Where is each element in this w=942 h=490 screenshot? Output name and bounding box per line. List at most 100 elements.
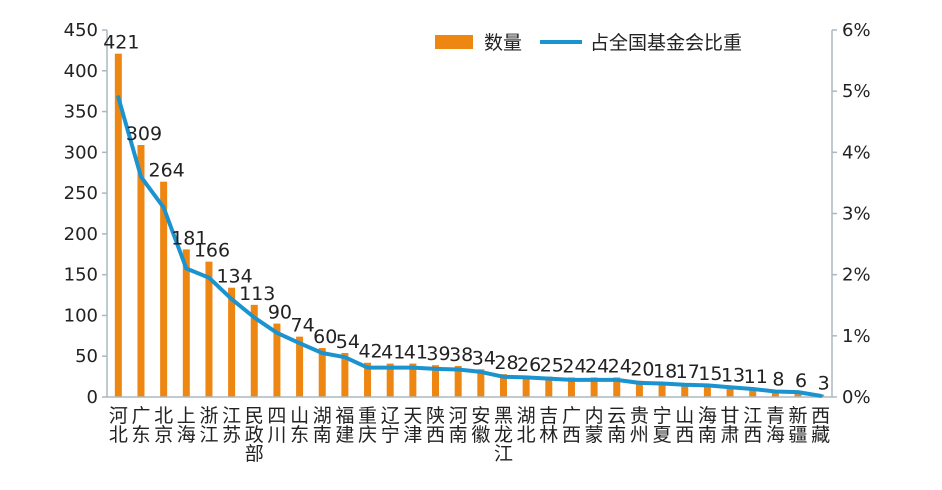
- right-tick-label: 3%: [842, 204, 871, 225]
- left-axis: 0 50 100 150 200 250 300 350 400 450: [64, 20, 108, 408]
- data-label: 26: [517, 354, 541, 376]
- bar-23: [613, 377, 621, 397]
- bar-3: [160, 181, 168, 397]
- x-tick-label: 贵州: [630, 405, 649, 446]
- data-label: 34: [472, 347, 496, 369]
- right-axis: 0% 1% 2% 3% 4% 5% 6%: [831, 20, 871, 408]
- bar-6: [228, 287, 236, 397]
- line-point-26: [683, 383, 687, 387]
- x-tick-label: 山东: [290, 405, 309, 446]
- x-tick-label: 山西: [675, 405, 694, 446]
- bar-8: [273, 323, 281, 397]
- bar-18: [499, 374, 507, 397]
- line-point-10: [320, 351, 324, 355]
- data-labels: 4213092641811661341139074605442414139383…: [103, 32, 830, 395]
- bar-1: [114, 53, 122, 397]
- x-tick-label: 陕西: [426, 405, 445, 446]
- line-point-12: [366, 366, 370, 370]
- bar-29: [749, 388, 757, 397]
- line-point-6: [230, 297, 234, 301]
- line-point-29: [751, 387, 755, 391]
- bar-10: [318, 348, 326, 397]
- data-label: 309: [126, 123, 162, 145]
- x-tick-label: 湖南: [313, 405, 332, 446]
- x-tick-label: 天津: [403, 405, 422, 446]
- x-tick-label: 福建: [335, 405, 354, 446]
- data-label: 90: [268, 302, 292, 324]
- bar-19: [522, 375, 530, 397]
- bar-21: [567, 377, 575, 397]
- line-point-23: [615, 378, 619, 382]
- x-axis: 河北广东北京上海浙江江苏民政部四川山东湖南福建重庆辽宁天津陕西河南安徽黑龙江湖北…: [107, 396, 832, 465]
- bar-series-count: [114, 53, 825, 397]
- left-tick-label: 250: [64, 183, 98, 204]
- bar-12: [364, 362, 372, 397]
- bar-17: [477, 369, 485, 397]
- legend: 数量 占全国基金会比重: [435, 32, 742, 54]
- x-tick-label: 北京: [154, 405, 173, 446]
- bar-22: [590, 377, 598, 397]
- x-tick-label: 青海: [766, 405, 785, 446]
- line-point-24: [637, 381, 641, 385]
- line-point-11: [343, 355, 347, 359]
- x-tick-label: 内蒙: [585, 405, 604, 446]
- line-point-7: [252, 315, 256, 319]
- right-tick-label: 4%: [842, 142, 871, 163]
- bar-24: [635, 380, 643, 397]
- line-point-2: [139, 175, 143, 179]
- x-tick-label: 上海: [177, 405, 196, 446]
- x-tick-label: 重庆: [358, 405, 377, 446]
- data-label: 74: [290, 315, 314, 337]
- data-label: 13: [721, 364, 745, 386]
- line-point-17: [479, 370, 483, 374]
- bar-9: [296, 336, 304, 397]
- bar-5: [205, 261, 213, 397]
- data-label: 11: [744, 366, 768, 388]
- line-point-31: [796, 390, 800, 394]
- bar-2: [137, 144, 145, 397]
- left-tick-label: 300: [64, 142, 98, 163]
- x-tick-label: 宁夏: [653, 405, 672, 446]
- data-label: 166: [194, 240, 230, 262]
- x-tick-label: 吉林: [539, 405, 558, 446]
- line-point-3: [162, 205, 166, 209]
- data-label: 3: [818, 373, 830, 395]
- left-tick-label: 200: [64, 224, 98, 245]
- line-point-27: [705, 383, 709, 387]
- line-point-14: [411, 366, 415, 370]
- line-point-22: [592, 378, 596, 382]
- left-tick-label: 100: [64, 305, 98, 326]
- data-label: 24: [562, 355, 586, 377]
- x-tick-label: 河北: [109, 405, 128, 446]
- data-label: 38: [449, 344, 473, 366]
- bar-30: [771, 390, 779, 397]
- bar-7: [250, 304, 258, 397]
- data-label: 15: [698, 363, 722, 385]
- bar-16: [454, 366, 462, 397]
- data-label: 28: [494, 352, 518, 374]
- legend-label-count: 数量: [484, 32, 522, 54]
- x-tick-label: 安徽: [471, 405, 490, 446]
- data-label: 20: [630, 359, 654, 381]
- line-point-9: [298, 341, 302, 345]
- bar-14: [409, 363, 417, 397]
- x-tick-label: 辽宁: [381, 405, 400, 446]
- data-label: 6: [795, 370, 807, 392]
- left-tick-label: 350: [64, 102, 98, 123]
- left-tick-label: 50: [75, 346, 98, 367]
- bar-11: [341, 352, 349, 397]
- line-point-4: [184, 267, 188, 271]
- line-series-share: [116, 95, 823, 398]
- data-label: 39: [426, 343, 450, 365]
- legend-swatch-count: [435, 35, 473, 49]
- x-tick-label: 黑龙江: [494, 405, 513, 465]
- bar-26: [681, 383, 689, 397]
- line-point-32: [819, 394, 823, 398]
- data-label: 41: [381, 342, 405, 364]
- right-tick-label: 0%: [842, 387, 871, 408]
- line-point-28: [728, 385, 732, 389]
- data-label: 134: [216, 266, 252, 288]
- data-label: 25: [540, 355, 564, 377]
- left-tick-label: 400: [64, 61, 98, 82]
